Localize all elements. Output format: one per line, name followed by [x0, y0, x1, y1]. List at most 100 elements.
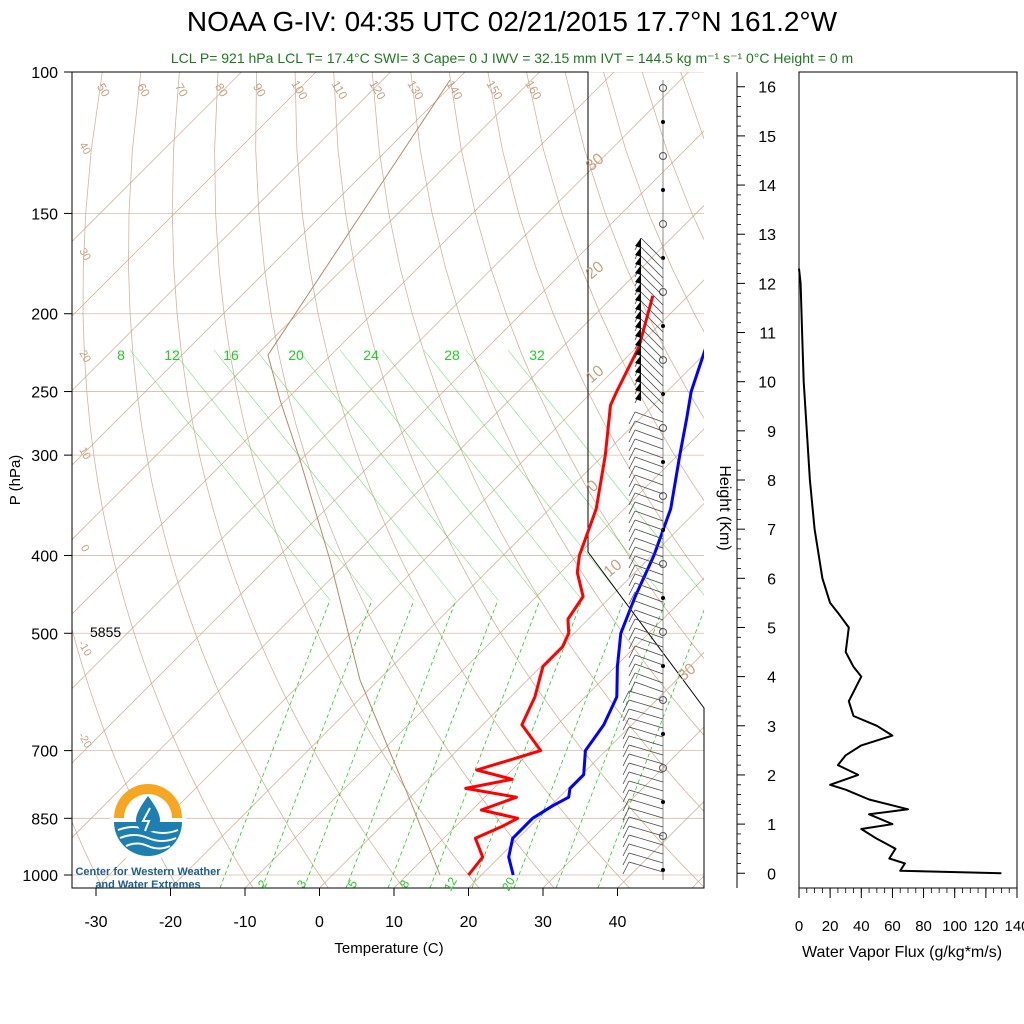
isotherm [72, 72, 317, 317]
wind-pennant [635, 337, 641, 347]
x-tick-label: -20 [159, 914, 182, 931]
wind-barb-flag [628, 663, 636, 677]
parcel-curve [267, 79, 451, 876]
x-tick-label: 20 [460, 914, 478, 931]
wind-barb [640, 309, 664, 333]
wind-barb [640, 300, 664, 324]
flux-tick-label: 20 [822, 918, 839, 935]
height-tick-label: 4 [767, 670, 776, 687]
wind-barb-flag [628, 474, 636, 488]
wind-barb [640, 354, 664, 378]
wind-pennant [635, 364, 641, 374]
wind-barb [634, 474, 664, 486]
wind-marker [661, 324, 665, 328]
wind-barb [628, 771, 664, 783]
wind-barb [640, 345, 664, 369]
wind-barb [640, 282, 664, 306]
y-tick-label: 100 [31, 65, 58, 82]
wind-marker [659, 560, 667, 568]
wind-barb-flag [622, 816, 630, 830]
wind-pennant [635, 292, 641, 302]
wind-barb-flag [628, 492, 636, 506]
wind-barb [634, 510, 664, 522]
flux-axis-label: Water Vapor Flux (g/kg*m/s) [802, 944, 1002, 961]
wind-barb [634, 618, 664, 630]
height-tick-label: 16 [758, 80, 776, 97]
wind-barb-flag [622, 762, 630, 776]
wind-pennant [635, 283, 641, 293]
moist-adiabat [423, 349, 625, 601]
adiabat-label: 70 [172, 81, 191, 100]
height-tick-label: 12 [758, 276, 776, 293]
isotherm [72, 72, 391, 392]
wind-marker [661, 596, 665, 600]
wind-marker [659, 832, 667, 840]
wind-barb-flag [628, 654, 636, 668]
height-tick-label: 2 [767, 768, 776, 785]
wind-marker [659, 628, 667, 636]
wind-barb [634, 546, 664, 558]
wind-barb-flag [628, 636, 636, 650]
wind-marker [661, 460, 665, 464]
x-axis-label: Temperature (C) [334, 940, 443, 957]
wind-pennant [635, 301, 641, 311]
x-tick-label: 10 [385, 914, 403, 931]
wind-barb [634, 438, 664, 450]
isotherm [72, 130, 704, 764]
height-tick-label: 11 [759, 326, 776, 343]
adiabat-label: 140 [443, 78, 465, 103]
wind-marker [661, 256, 665, 260]
wind-barb [634, 456, 664, 468]
wind-barb-flag [628, 429, 636, 443]
isotherm-label: 10 [601, 556, 626, 581]
wind-barb-flag [628, 501, 636, 515]
wind-barb [640, 381, 664, 405]
wind-pennant [635, 256, 641, 266]
flux-tick-label: 100 [942, 918, 967, 935]
height-500-label: 5855 [90, 624, 121, 640]
dry-adiabat [641, 72, 704, 241]
wind-barb [640, 390, 664, 414]
mixing-ratio-label: 28 [444, 347, 460, 363]
mixing-ratio-label: 32 [529, 347, 545, 363]
mixing-ratio-line [303, 599, 415, 888]
mixing-ratio-label: 24 [363, 347, 379, 363]
isotherm [617, 800, 704, 888]
y-tick-label: 150 [31, 206, 58, 223]
height-tick-label: 0 [767, 866, 776, 883]
wind-barb-flag [628, 528, 636, 542]
wind-barb [634, 681, 664, 693]
wind-barb [628, 717, 664, 729]
wind-barb [634, 519, 664, 531]
height-tick-label: 14 [758, 178, 776, 195]
wind-barb-flag [622, 780, 630, 794]
dry-adiabat [487, 72, 704, 582]
dry-adiabat [912, 72, 1024, 892]
wind-barb-flag [628, 483, 636, 497]
wind-barb [634, 654, 664, 666]
wind-barb [628, 735, 664, 747]
y-tick-label: 250 [31, 385, 58, 402]
wind-barb-flag [628, 438, 636, 452]
cw3e-logo [110, 784, 186, 858]
logo-line-1: Center for Western Weather [75, 866, 221, 878]
moist-adiabat [381, 349, 583, 601]
wind-pennant [635, 373, 641, 383]
wind-barb-flag [628, 420, 636, 434]
wind-marker [659, 764, 667, 772]
wind-barb-flag [628, 456, 636, 470]
wind-barb-flag [622, 861, 630, 875]
mixing-ratio-label: 12 [164, 347, 180, 363]
isotherm-label: 0 [78, 543, 91, 554]
wind-barb [634, 501, 664, 513]
wind-barb-flag [622, 744, 630, 758]
wind-barb-flag [628, 519, 636, 533]
moist-adiabat [255, 349, 457, 601]
adiabat-label: 110 [329, 78, 351, 102]
wind-barb [628, 780, 664, 792]
wind-barb [628, 798, 664, 810]
wind-barb-flag [628, 510, 636, 524]
isotherm-label: 20 [76, 348, 93, 365]
dry-adiabat [333, 72, 704, 888]
wind-barb [634, 465, 664, 477]
